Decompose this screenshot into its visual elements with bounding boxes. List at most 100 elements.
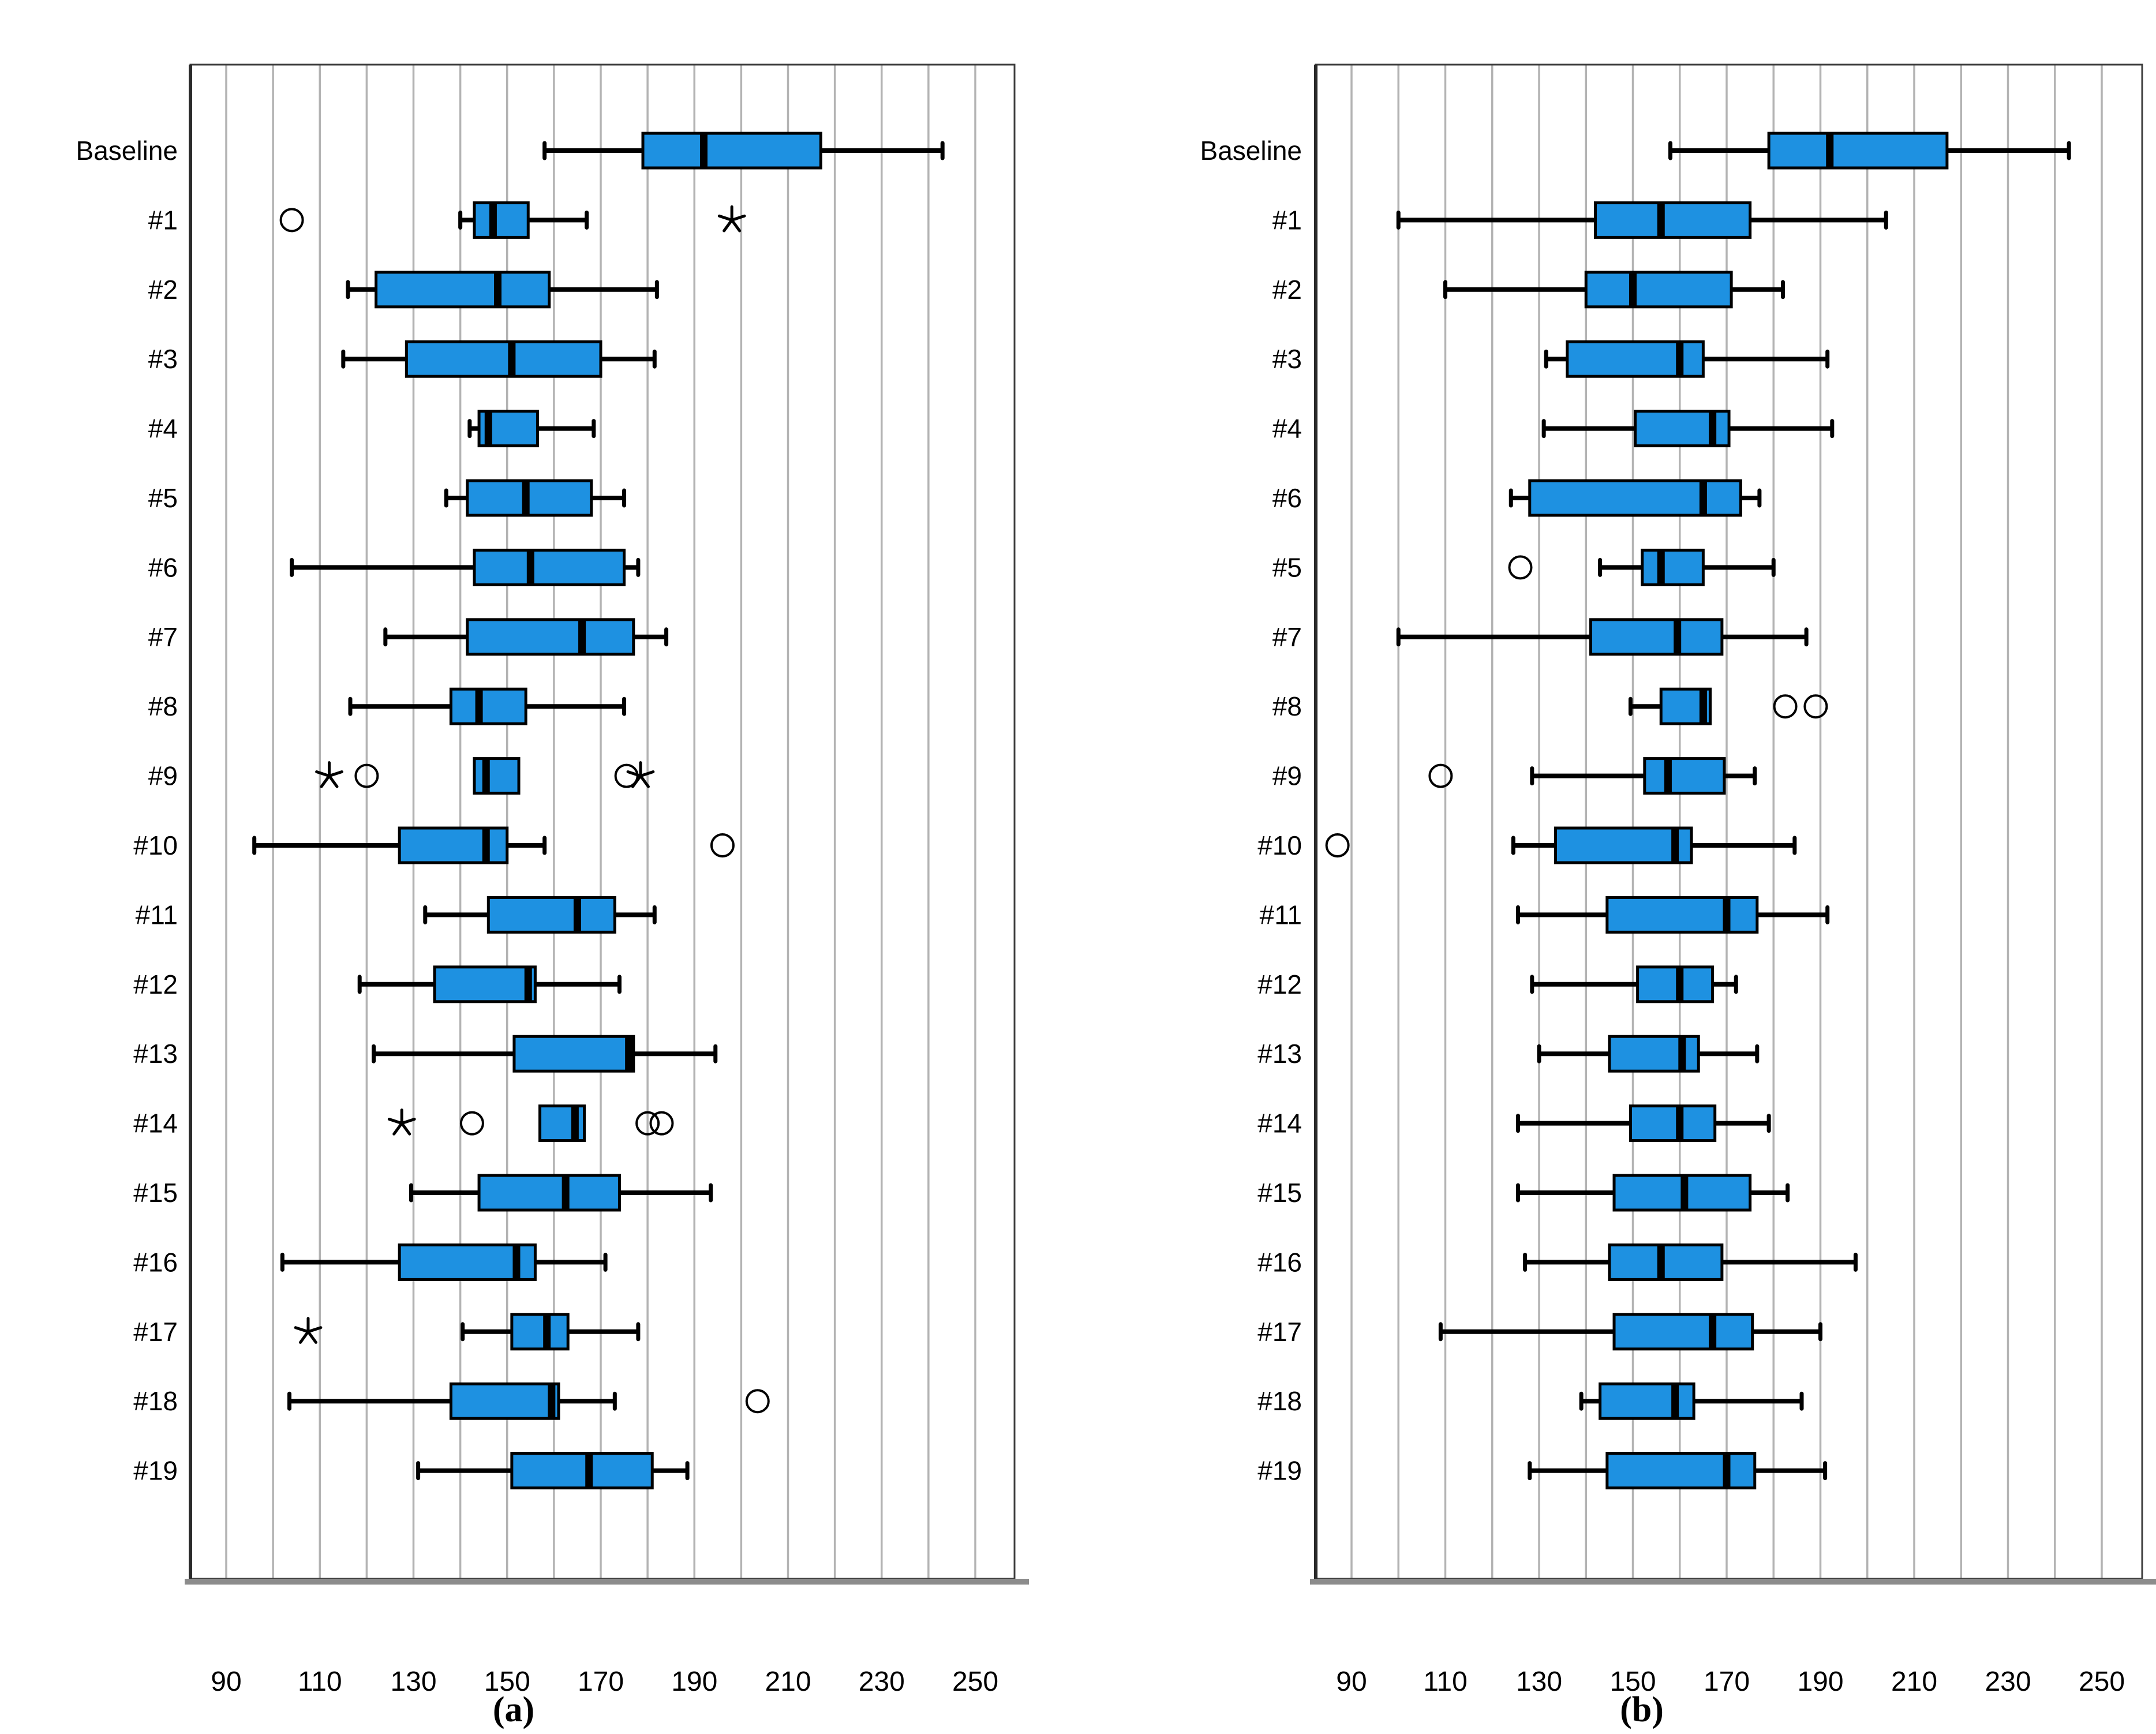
category-label: #7 bbox=[1272, 622, 1302, 652]
category-label: #1 bbox=[148, 205, 178, 235]
category-label: #14 bbox=[1257, 1108, 1302, 1138]
x-tick-label: 130 bbox=[1516, 1666, 1562, 1697]
x-tick-label: 150 bbox=[1609, 1666, 1656, 1697]
box bbox=[473, 201, 530, 239]
x-tick-label: 230 bbox=[1985, 1666, 2031, 1697]
box bbox=[1528, 479, 1742, 517]
box bbox=[510, 1452, 654, 1490]
outlier-circle bbox=[649, 1111, 674, 1136]
category-label: #6 bbox=[1272, 483, 1302, 513]
category-label: #8 bbox=[148, 691, 178, 721]
box bbox=[1589, 618, 1724, 656]
x-tick-label: 230 bbox=[859, 1666, 905, 1697]
x-tick-label: 150 bbox=[484, 1666, 530, 1697]
extreme-star bbox=[387, 1108, 416, 1136]
category-label: #2 bbox=[148, 275, 178, 305]
category-label: #14 bbox=[133, 1108, 178, 1138]
category-label: #3 bbox=[1272, 344, 1302, 374]
category-label: #4 bbox=[1272, 414, 1302, 444]
outlier-circle bbox=[1428, 763, 1453, 788]
box bbox=[1767, 132, 1949, 170]
x-tick-label: 90 bbox=[211, 1666, 241, 1697]
category-label: #3 bbox=[148, 344, 178, 374]
extreme-star bbox=[626, 761, 655, 788]
category-label: #16 bbox=[1257, 1247, 1302, 1277]
box bbox=[398, 1243, 537, 1281]
box bbox=[1636, 965, 1715, 1003]
category-label: #17 bbox=[1257, 1317, 1302, 1347]
category-label: Baseline bbox=[76, 136, 178, 166]
box bbox=[449, 687, 527, 725]
category-label: #17 bbox=[133, 1317, 178, 1347]
box bbox=[1641, 548, 1705, 586]
x-tick-label: 170 bbox=[578, 1666, 624, 1697]
category-label: #2 bbox=[1272, 275, 1302, 305]
box bbox=[449, 1382, 560, 1420]
box bbox=[510, 1313, 570, 1351]
category-label: #19 bbox=[1257, 1456, 1302, 1486]
category-label: #19 bbox=[133, 1456, 178, 1486]
outlier-circle bbox=[1325, 833, 1350, 857]
outlier-circle bbox=[1773, 694, 1798, 719]
box bbox=[1608, 1243, 1724, 1281]
outlier-circle bbox=[279, 208, 304, 233]
box bbox=[1599, 1382, 1695, 1420]
outlier-circle bbox=[635, 1111, 660, 1136]
outlier-circle bbox=[745, 1389, 770, 1414]
box bbox=[433, 965, 537, 1003]
box bbox=[375, 271, 551, 309]
box bbox=[641, 132, 822, 170]
category-label: #15 bbox=[133, 1178, 178, 1208]
category-label: #13 bbox=[133, 1039, 178, 1069]
category-label: #18 bbox=[133, 1386, 178, 1416]
box bbox=[1605, 1452, 1757, 1490]
x-tick-label: 250 bbox=[952, 1666, 998, 1697]
x-tick-label: 190 bbox=[1797, 1666, 1843, 1697]
box bbox=[1584, 271, 1733, 309]
x-tick-label: 170 bbox=[1704, 1666, 1750, 1697]
outlier-circle bbox=[354, 763, 379, 788]
panel-b-caption: (b) bbox=[1620, 1690, 1664, 1729]
category-label: #4 bbox=[148, 414, 178, 444]
box bbox=[473, 757, 521, 795]
category-label: #11 bbox=[1260, 900, 1302, 930]
box bbox=[512, 1035, 635, 1073]
x-tick-label: 210 bbox=[765, 1666, 811, 1697]
box bbox=[1554, 826, 1693, 864]
extreme-star bbox=[717, 205, 746, 233]
box bbox=[405, 340, 602, 378]
category-label: #12 bbox=[133, 969, 178, 999]
category-label: #11 bbox=[136, 900, 178, 930]
x-tick-label: 110 bbox=[1423, 1666, 1468, 1697]
x-tick-label: 210 bbox=[1891, 1666, 1937, 1697]
category-label: #7 bbox=[148, 622, 178, 652]
category-label: #9 bbox=[148, 761, 178, 791]
box bbox=[1594, 201, 1752, 239]
box bbox=[477, 1174, 621, 1212]
x-tick-label: 90 bbox=[1336, 1666, 1367, 1697]
panel-a-caption: (a) bbox=[492, 1690, 535, 1729]
outlier-circle bbox=[1508, 555, 1533, 580]
category-label: #18 bbox=[1257, 1386, 1302, 1416]
box bbox=[1629, 1104, 1717, 1143]
box bbox=[1612, 1313, 1754, 1351]
box bbox=[1605, 896, 1759, 934]
x-tick-label: 250 bbox=[2079, 1666, 2125, 1697]
category-label: #10 bbox=[1257, 830, 1302, 860]
x-tick-label: 190 bbox=[671, 1666, 717, 1697]
category-label: #13 bbox=[1257, 1039, 1302, 1069]
x-tick-label: 130 bbox=[390, 1666, 436, 1697]
category-label: #9 bbox=[1272, 761, 1302, 791]
category-label: #1 bbox=[1272, 205, 1302, 235]
extreme-star bbox=[315, 761, 343, 788]
category-label: #10 bbox=[133, 830, 178, 860]
category-label: #12 bbox=[1257, 969, 1302, 999]
category-label: #16 bbox=[133, 1247, 178, 1277]
category-label: Baseline bbox=[1200, 136, 1302, 166]
category-label: #5 bbox=[1272, 552, 1302, 582]
category-label: #5 bbox=[148, 483, 178, 513]
extreme-star bbox=[294, 1317, 323, 1344]
x-tick-label: 110 bbox=[298, 1666, 342, 1697]
